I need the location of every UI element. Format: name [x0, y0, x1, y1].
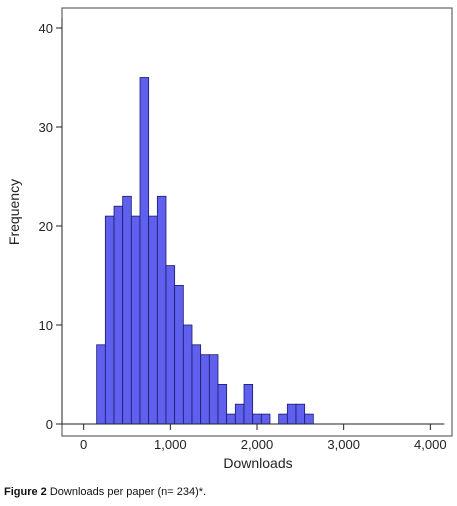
x-tick-label: 0: [80, 437, 87, 452]
histogram-bar: [130, 215, 141, 425]
histogram-bar: [304, 413, 314, 425]
x-tick-label: 4,000: [414, 437, 447, 452]
histogram-bar: [104, 215, 115, 425]
histogram-bar: [96, 344, 106, 425]
y-tick-label: 10: [39, 318, 53, 333]
y-tick-label: 40: [39, 21, 53, 36]
x-tick-label: 1,000: [154, 437, 187, 452]
histogram-bar: [174, 284, 184, 425]
y-axis-title: Frequency: [6, 179, 22, 245]
histogram-bar: [295, 403, 306, 425]
y-tick-label: 0: [46, 417, 53, 432]
y-tick-label: 20: [39, 219, 53, 234]
y-axis: 0 10 20 30 40: [39, 18, 63, 432]
histogram-bar: [278, 413, 288, 425]
x-tick-label: 3,000: [327, 437, 360, 452]
figure-caption: Figure 2 Downloads per paper (n= 234)*.: [4, 486, 206, 498]
x-axis: 0 1,000 2,000 3,000 4,000: [61, 423, 447, 452]
histogram-bar: [260, 413, 271, 425]
y-tick-label: 30: [39, 120, 53, 135]
histogram-bar: [226, 413, 236, 425]
histogram-chart: 0 1,000 2,000 3,000 4,000 0 10 20 30 40 Download…: [6, 7, 453, 471]
histogram-bar: [165, 265, 176, 425]
x-axis-title: Downloads: [223, 455, 292, 471]
histogram-bar: [252, 413, 262, 425]
histogram-bar: [148, 215, 158, 425]
histogram-bar: [113, 205, 124, 425]
histogram-bar: [191, 344, 202, 425]
x-tick-label: 2,000: [241, 437, 274, 452]
histogram-bar: [122, 195, 132, 425]
histogram-bar: [208, 354, 219, 425]
figure-caption-label: Figure 2: [4, 486, 47, 498]
histogram-bar: [286, 403, 297, 425]
histogram-bar: [156, 195, 167, 425]
histogram-bar: [234, 403, 245, 425]
histogram-bar: [139, 77, 150, 425]
histogram-bar: [182, 324, 193, 425]
histogram-bar: [200, 354, 210, 425]
histogram-bar: [243, 383, 254, 425]
figure-caption-text: Downloads per paper (n= 234)*.: [46, 486, 207, 498]
histogram-bar: [217, 383, 228, 425]
